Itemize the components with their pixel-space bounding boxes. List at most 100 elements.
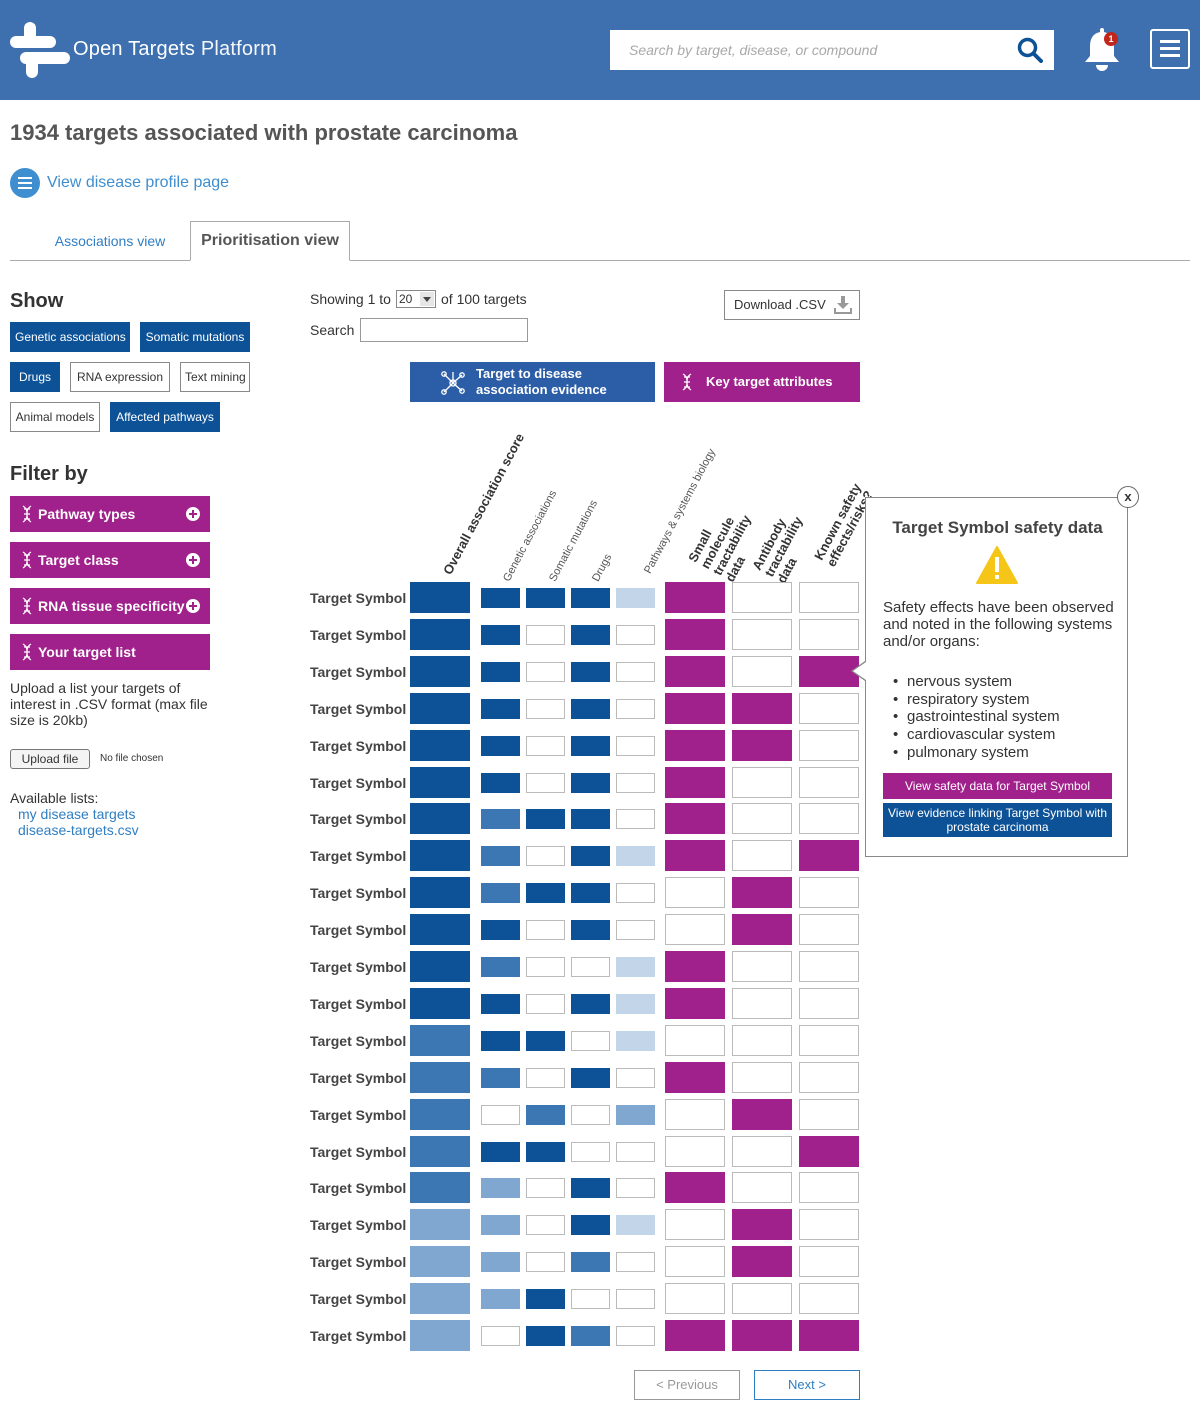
overall-score-cell[interactable] — [410, 951, 470, 982]
evidence-cell[interactable] — [481, 1068, 520, 1088]
overall-score-cell[interactable] — [410, 1099, 470, 1130]
attribute-cell[interactable] — [732, 582, 792, 613]
download-csv-button[interactable]: Download .CSV — [724, 290, 860, 320]
evidence-cell[interactable] — [616, 1178, 655, 1198]
evidence-cell[interactable] — [571, 920, 610, 940]
attribute-cell[interactable] — [799, 988, 859, 1019]
evidence-cell[interactable] — [616, 957, 655, 977]
attribute-cell[interactable] — [665, 951, 725, 982]
attribute-cell[interactable] — [732, 1025, 792, 1056]
evidence-cell[interactable] — [571, 773, 610, 793]
evidence-cell[interactable] — [571, 1289, 610, 1309]
target-symbol-label[interactable]: Target Symbol — [310, 590, 407, 606]
attribute-cell[interactable] — [665, 1025, 725, 1056]
target-symbol-label[interactable]: Target Symbol — [310, 1144, 407, 1160]
evidence-cell[interactable] — [571, 1031, 610, 1051]
attribute-cell[interactable] — [665, 582, 725, 613]
chip-affected-pathways[interactable]: Affected pathways — [110, 402, 220, 432]
attribute-cell[interactable] — [799, 1136, 859, 1167]
attribute-cell[interactable] — [665, 656, 725, 687]
list-link-disease-targets-csv[interactable]: disease-targets.csv — [18, 822, 139, 838]
chip-animal-models[interactable]: Animal models — [10, 402, 100, 432]
overall-score-cell[interactable] — [410, 582, 470, 613]
evidence-cell[interactable] — [481, 736, 520, 756]
attribute-cell[interactable] — [665, 767, 725, 798]
evidence-cell[interactable] — [571, 846, 610, 866]
plus-circle-icon[interactable] — [186, 599, 200, 613]
filter-your-target-list[interactable]: Your target list — [10, 634, 210, 670]
overall-score-cell[interactable] — [410, 693, 470, 724]
evidence-cell[interactable] — [571, 957, 610, 977]
target-symbol-label[interactable]: Target Symbol — [310, 1033, 407, 1049]
evidence-cell[interactable] — [571, 662, 610, 682]
evidence-cell[interactable] — [616, 1105, 655, 1125]
attribute-cell[interactable] — [799, 1172, 859, 1203]
attribute-cell[interactable] — [665, 840, 725, 871]
evidence-cell[interactable] — [481, 1326, 520, 1346]
attribute-cell[interactable] — [732, 1062, 792, 1093]
evidence-cell[interactable] — [481, 773, 520, 793]
attribute-cell[interactable] — [665, 1172, 725, 1203]
evidence-cell[interactable] — [616, 994, 655, 1014]
attribute-cell[interactable] — [732, 1246, 792, 1277]
plus-circle-icon[interactable] — [186, 507, 200, 521]
next-page-button[interactable]: Next > — [754, 1370, 860, 1400]
attribute-cell[interactable] — [665, 1320, 725, 1351]
attribute-cell[interactable] — [665, 1246, 725, 1277]
disease-profile-link[interactable]: View disease profile page — [10, 168, 229, 198]
attribute-cell[interactable] — [732, 656, 792, 687]
hamburger-menu-icon[interactable] — [1150, 29, 1190, 69]
evidence-cell[interactable] — [526, 883, 565, 903]
overall-score-cell[interactable] — [410, 1246, 470, 1277]
plus-circle-icon[interactable] — [186, 553, 200, 567]
evidence-cell[interactable] — [481, 1215, 520, 1235]
evidence-cell[interactable] — [526, 1031, 565, 1051]
filter-rna-tissue-specificity[interactable]: RNA tissue specificity — [10, 588, 210, 624]
attribute-cell[interactable] — [799, 1320, 859, 1351]
table-search-input[interactable] — [360, 318, 528, 342]
overall-score-cell[interactable] — [410, 877, 470, 908]
attribute-cell[interactable] — [665, 988, 725, 1019]
evidence-cell[interactable] — [571, 588, 610, 608]
evidence-cell[interactable] — [481, 625, 520, 645]
target-symbol-label[interactable]: Target Symbol — [310, 738, 407, 754]
attribute-cell[interactable] — [665, 877, 725, 908]
attribute-cell[interactable] — [665, 1062, 725, 1093]
evidence-cell[interactable] — [526, 1252, 565, 1272]
evidence-cell[interactable] — [616, 920, 655, 940]
evidence-cell[interactable] — [616, 846, 655, 866]
attribute-cell[interactable] — [732, 951, 792, 982]
target-symbol-label[interactable]: Target Symbol — [310, 811, 407, 827]
attribute-cell[interactable] — [732, 914, 792, 945]
evidence-cell[interactable] — [571, 1252, 610, 1272]
target-symbol-label[interactable]: Target Symbol — [310, 1070, 407, 1086]
open-targets-logo-icon[interactable] — [10, 22, 70, 78]
chip-text-mining[interactable]: Text mining — [180, 362, 250, 392]
evidence-cell[interactable] — [526, 920, 565, 940]
evidence-cell[interactable] — [526, 588, 565, 608]
overall-score-cell[interactable] — [410, 767, 470, 798]
attribute-cell[interactable] — [799, 730, 859, 761]
evidence-cell[interactable] — [481, 846, 520, 866]
evidence-cell[interactable] — [571, 1142, 610, 1162]
attribute-cell[interactable] — [799, 840, 859, 871]
overall-score-cell[interactable] — [410, 840, 470, 871]
attribute-cell[interactable] — [732, 767, 792, 798]
overall-score-cell[interactable] — [410, 914, 470, 945]
target-symbol-label[interactable]: Target Symbol — [310, 1291, 407, 1307]
evidence-cell[interactable] — [571, 1178, 610, 1198]
view-evidence-button[interactable]: View evidence linking Target Symbol with… — [883, 803, 1112, 837]
attribute-cell[interactable] — [799, 582, 859, 613]
evidence-cell[interactable] — [481, 1142, 520, 1162]
attribute-cell[interactable] — [732, 988, 792, 1019]
target-symbol-label[interactable]: Target Symbol — [310, 1328, 407, 1344]
evidence-cell[interactable] — [526, 1289, 565, 1309]
evidence-cell[interactable] — [616, 1289, 655, 1309]
attribute-cell[interactable] — [665, 1283, 725, 1314]
chip-rna-expression[interactable]: RNA expression — [70, 362, 170, 392]
attribute-cell[interactable] — [732, 877, 792, 908]
attribute-cell[interactable] — [732, 1209, 792, 1240]
evidence-cell[interactable] — [616, 1215, 655, 1235]
evidence-cell[interactable] — [481, 662, 520, 682]
evidence-cell[interactable] — [616, 1326, 655, 1346]
